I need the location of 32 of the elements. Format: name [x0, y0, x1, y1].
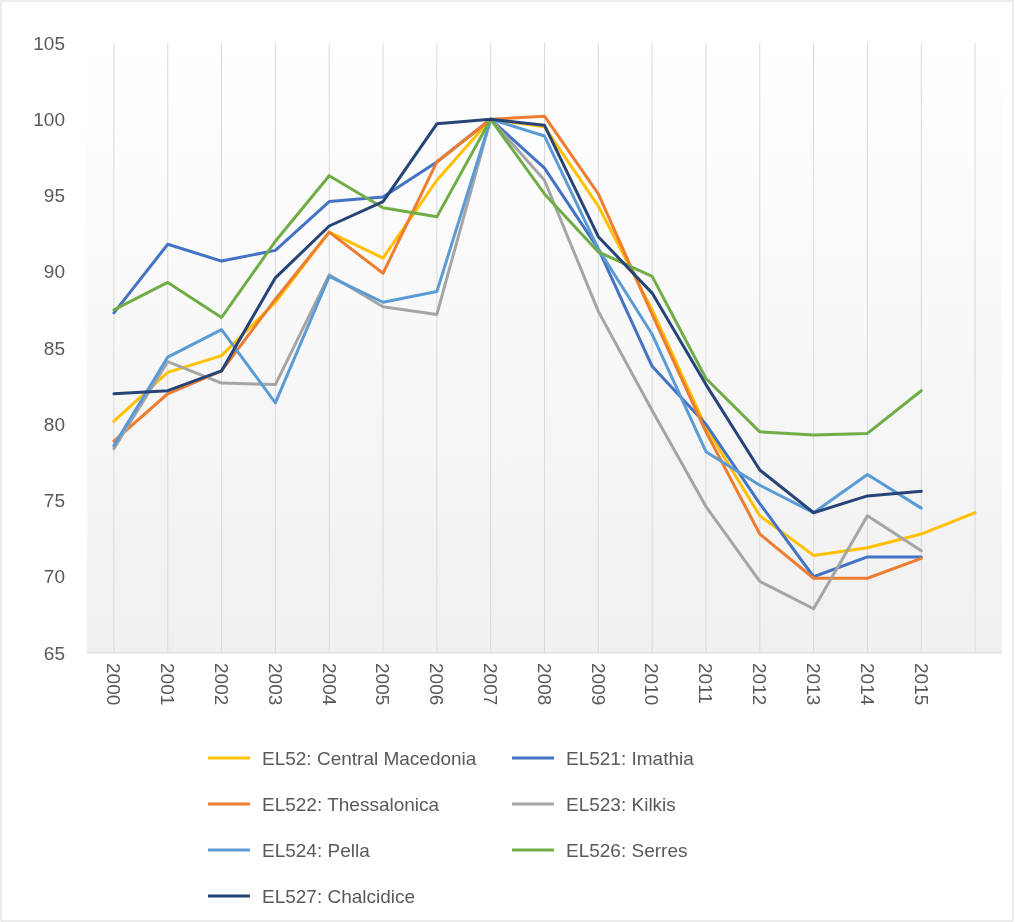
x-tick-label: 2002: [210, 663, 232, 706]
y-tick-label: 80: [43, 413, 65, 435]
x-tick-label: 2012: [749, 663, 771, 706]
x-tick-label: 2013: [802, 663, 824, 706]
legend-label: EL524: Pella: [262, 839, 371, 861]
y-tick-label: 85: [43, 337, 65, 359]
y-tick-label: 95: [43, 185, 65, 207]
legend-label: EL522: Thessalonica: [262, 793, 440, 815]
y-tick-label: 65: [43, 642, 65, 664]
x-tick-label: 2014: [856, 663, 878, 706]
x-tick-label: 2004: [318, 663, 340, 706]
x-tick-label: 2010: [641, 663, 663, 706]
legend-label: EL526: Serres: [566, 839, 688, 861]
x-tick-label: 2015: [910, 663, 932, 706]
legend-label: EL521: Imathia: [566, 747, 695, 769]
legend-label: EL527: Chalcidice: [262, 885, 416, 907]
x-tick-label: 2000: [103, 663, 125, 706]
x-tick-label: 2011: [695, 663, 717, 704]
legend-label: EL523: Kilkis: [566, 793, 676, 815]
x-tick-label: 2006: [426, 663, 448, 706]
legend-label: EL52: Central Macedonia: [262, 747, 477, 769]
x-tick-label: 2009: [587, 663, 609, 706]
y-tick-label: 75: [43, 490, 65, 512]
x-tick-label: 2001: [157, 663, 179, 706]
y-tick-label: 100: [33, 108, 65, 130]
y-tick-label: 70: [43, 566, 65, 588]
x-tick-label: 2007: [480, 663, 502, 706]
x-tick-label: 2003: [264, 663, 286, 706]
y-tick-label: 90: [43, 261, 65, 283]
x-tick-label: 2005: [372, 663, 394, 706]
y-tick-label: 105: [33, 32, 65, 54]
x-tick-label: 2008: [533, 663, 555, 706]
